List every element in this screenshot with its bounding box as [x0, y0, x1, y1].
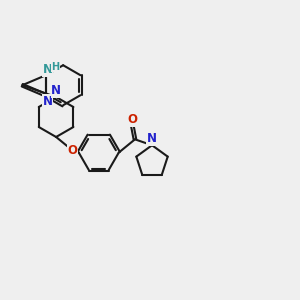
Text: O: O: [67, 144, 77, 157]
Text: N: N: [147, 132, 157, 145]
Text: O: O: [127, 113, 137, 126]
Text: H: H: [51, 62, 59, 72]
Text: N: N: [43, 63, 52, 76]
Text: N: N: [51, 84, 61, 97]
Text: N: N: [43, 94, 52, 108]
